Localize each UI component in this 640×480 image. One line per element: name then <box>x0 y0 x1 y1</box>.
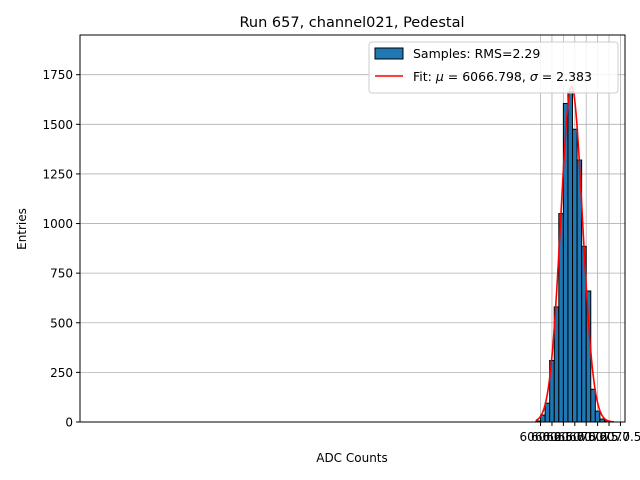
legend-fit-sigma-value: = 2.383 <box>538 69 592 84</box>
x-tick-label: 6062.5 <box>531 430 573 444</box>
x-tick-label: 6060.0 <box>520 430 562 444</box>
histogram-bar <box>590 388 596 423</box>
legend-fit-mu-value: = 6066.798, <box>444 69 530 84</box>
legend-fit-label: Fit: μ = 6066.798, σ = 2.383 <box>413 69 592 84</box>
legend-box <box>368 41 619 94</box>
legend-samples-swatch <box>374 47 404 60</box>
x-tick-label: 6072.5 <box>577 430 619 444</box>
y-tick-label: 750 <box>50 267 73 281</box>
histogram-bar <box>567 91 574 423</box>
legend-fit-mu-symbol: μ <box>435 69 444 84</box>
y-tick-label: 250 <box>50 366 73 380</box>
x-axis-ticks: 6060.06062.56065.06067.56070.06072.56075… <box>520 422 640 444</box>
y-axis-label: Entries <box>15 208 29 250</box>
y-axis-ticks: 0 250 500 750 1000 1250 1500 1750 <box>42 68 80 430</box>
fit-curve <box>535 85 614 423</box>
x-tick-label: 6065.0 <box>542 430 584 444</box>
y-tick-label: 1000 <box>42 217 73 231</box>
plot-frame <box>79 34 626 423</box>
y-tick-label: 500 <box>50 316 73 330</box>
grid-lines <box>80 35 625 423</box>
x-tick-label: 6070.0 <box>565 430 607 444</box>
y-tick-label: 1500 <box>42 118 73 132</box>
legend: Samples: RMS=2.29 Fit: μ = 6066.798, σ =… <box>368 41 619 94</box>
legend-samples-label: Samples: RMS=2.29 <box>413 46 540 61</box>
histogram-bar <box>594 410 601 423</box>
y-tick-label: 1750 <box>42 68 73 82</box>
legend-fit-prefix: Fit: <box>413 69 436 84</box>
histogram-bar <box>572 128 578 423</box>
legend-fit-sigma-symbol: σ <box>530 69 539 84</box>
x-tick-label: 6067.5 <box>554 430 596 444</box>
x-axis-label: ADC Counts <box>316 451 388 465</box>
histogram-bar <box>544 402 551 423</box>
y-tick-label: 0 <box>65 416 73 430</box>
chart-title: Run 657, channel021, Pedestal <box>239 15 464 31</box>
x-tick-label: 6075.0 <box>588 430 630 444</box>
x-tick-label: 6077.5 <box>599 430 640 444</box>
y-tick-label: 1250 <box>42 167 73 181</box>
